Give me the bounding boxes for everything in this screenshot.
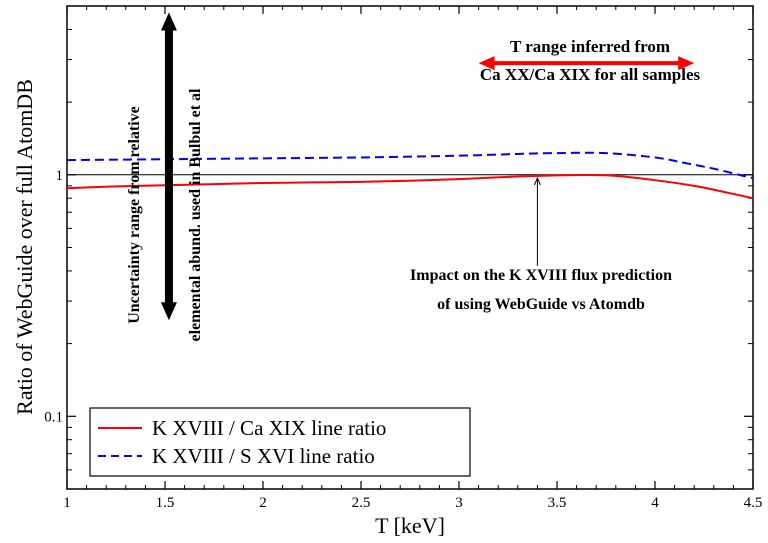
- series-line-1: [66, 151, 754, 179]
- t-range-text-2: Ca XX/Ca XIX for all samples: [480, 65, 701, 84]
- y-tick-label: 0.1: [44, 409, 63, 425]
- x-tick-label: 2: [259, 495, 267, 511]
- impact-text-1: Impact on the K XVIII flux prediction: [410, 267, 672, 284]
- uncertainty-text-2: elemental abund. used in Bulbul et al: [187, 88, 204, 342]
- x-tick-label: 1: [63, 495, 71, 511]
- y-axis-label: Ratio of WebGuide over full AtomDB: [12, 79, 37, 415]
- x-tick-label: 2.5: [352, 495, 371, 511]
- t-range-arrowhead-left: [478, 56, 495, 71]
- x-axis-label: T [keV]: [375, 513, 445, 538]
- series-line-0: [66, 173, 754, 200]
- legend-label-s-xvi: K XVIII / S XVI line ratio: [152, 444, 375, 468]
- impact-arrowhead: [533, 176, 541, 186]
- x-tick-label: 1.5: [156, 495, 175, 511]
- impact-text-2: of using WebGuide vs Atomdb: [437, 296, 645, 313]
- t-range-arrowhead-right: [678, 56, 695, 71]
- legend: K XVIII / Ca XIX line ratio K XVIII / S …: [89, 407, 471, 477]
- x-tick-label: 4: [651, 495, 659, 511]
- y-tick-label: 1: [56, 168, 64, 184]
- legend-box: [89, 407, 471, 477]
- uncertainty-arrowhead-bottom: [160, 302, 177, 321]
- t-range-text-1: T range inferred from: [510, 37, 670, 56]
- uncertainty-arrowhead-top: [160, 12, 177, 31]
- x-tick-label: 3.5: [548, 495, 567, 511]
- legend-label-ca-xix: K XVIII / Ca XIX line ratio: [152, 416, 386, 440]
- uncertainty-text-1: Uncertainty range from relative: [126, 106, 143, 324]
- x-tick-label: 3: [455, 495, 463, 511]
- x-tick-label: 4.5: [744, 495, 763, 511]
